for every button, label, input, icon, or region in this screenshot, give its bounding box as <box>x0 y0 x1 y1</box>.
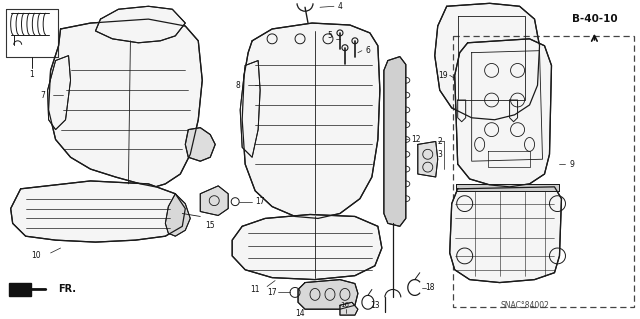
Polygon shape <box>384 56 406 226</box>
Text: 14: 14 <box>295 309 305 318</box>
Polygon shape <box>456 184 559 191</box>
Text: 11: 11 <box>250 285 260 294</box>
Text: 10: 10 <box>31 251 40 260</box>
Text: 3: 3 <box>437 150 442 159</box>
Text: 9: 9 <box>569 160 574 169</box>
Text: 17: 17 <box>268 288 277 297</box>
Polygon shape <box>47 56 70 130</box>
Polygon shape <box>165 194 190 236</box>
Polygon shape <box>340 302 358 315</box>
Polygon shape <box>11 181 186 242</box>
Text: 18: 18 <box>425 283 435 292</box>
Polygon shape <box>450 187 561 283</box>
Text: 15: 15 <box>205 221 215 230</box>
Text: 5: 5 <box>328 31 332 41</box>
Text: FR.: FR. <box>59 285 77 294</box>
Text: 13: 13 <box>370 301 380 310</box>
Text: 17: 17 <box>255 197 265 206</box>
Text: 2: 2 <box>437 137 442 146</box>
Text: 19: 19 <box>438 71 447 80</box>
Polygon shape <box>95 6 186 43</box>
Polygon shape <box>458 100 466 122</box>
Text: 1: 1 <box>29 70 34 79</box>
Polygon shape <box>242 23 380 219</box>
Polygon shape <box>200 186 228 215</box>
Polygon shape <box>509 100 518 122</box>
Text: SNAC°84002: SNAC°84002 <box>500 301 549 310</box>
Text: 12: 12 <box>411 135 420 144</box>
Polygon shape <box>454 39 552 187</box>
Polygon shape <box>240 61 260 157</box>
Polygon shape <box>232 214 382 280</box>
Polygon shape <box>9 283 31 296</box>
Polygon shape <box>186 128 215 161</box>
Polygon shape <box>49 19 202 187</box>
Text: 7: 7 <box>40 91 45 100</box>
Text: 6: 6 <box>365 46 371 55</box>
Polygon shape <box>435 3 540 120</box>
Text: 8: 8 <box>236 81 241 90</box>
Text: 4: 4 <box>337 2 342 11</box>
Polygon shape <box>418 141 438 177</box>
Text: B-40-10: B-40-10 <box>572 14 617 24</box>
Text: 16: 16 <box>340 302 349 308</box>
Polygon shape <box>298 280 358 309</box>
Bar <box>452 36 634 307</box>
